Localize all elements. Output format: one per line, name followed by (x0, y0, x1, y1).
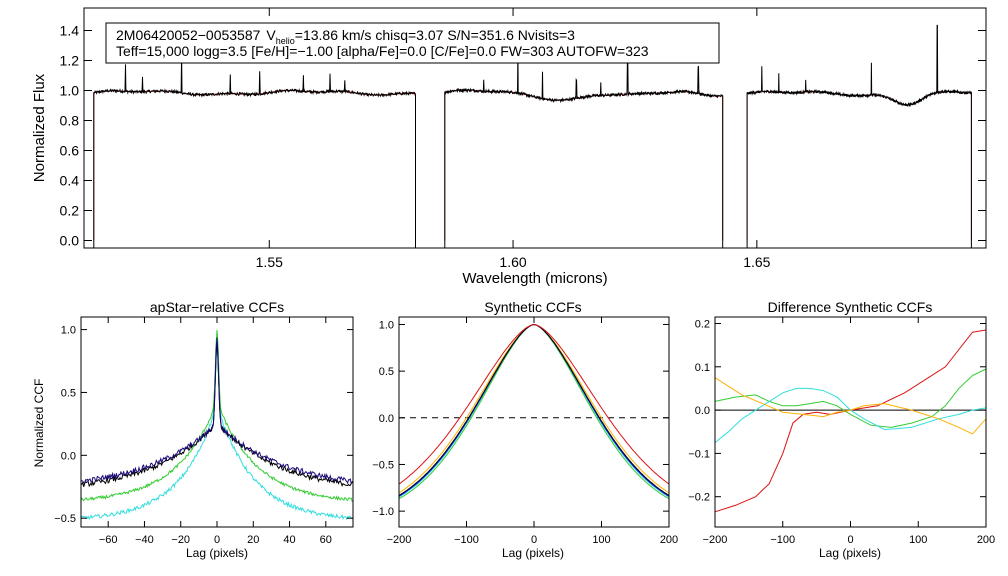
spectrum-ytick-label: 1.2 (60, 53, 80, 69)
spectrum-ytick-label: 0.0 (60, 233, 80, 249)
diff-ccf-xtick-label: 100 (909, 534, 927, 546)
spectrum-panel: 1.55 1.60 1.65 0.0 0.2 0.4 0.6 0.8 1.0 1.2 1.4 Wav… (31, 7, 987, 287)
observed-spectrum-chip-1 (93, 53, 416, 248)
diff-ccf-xtick-label: 200 (977, 534, 995, 546)
spectrum-frame (83, 7, 987, 249)
synth-ccf-frame (398, 316, 670, 528)
observed-spectrum-chip-3 (746, 24, 972, 248)
synth-ccf-ytick-label: 1.0 (379, 319, 394, 331)
aps-ccf-xtick-label: 40 (283, 534, 295, 546)
synth-ccf-green (398, 323, 670, 500)
synth-ccf-title: Synthetic CCFs (484, 299, 581, 315)
synth-ccf-ticks: −200 −100 0 100 200 −1.0 −0.5 0.0 0.5 1.0 (372, 317, 678, 546)
aps-ccf-ytick-label: −0.5 (54, 513, 76, 525)
diff-ccf-title: Difference Synthetic CCFs (768, 299, 933, 315)
aps-ccf-title: apStar−relative CCFs (150, 299, 284, 315)
synth-ccf-xtick-label: −100 (454, 534, 479, 546)
diff-ccf-ytick-label: 0.1 (695, 362, 710, 374)
annotation-stats: =13.86 km/s chisq=3.07 S/N=351.6 Nvisits… (295, 27, 575, 43)
synth-ccf-xlabel: Lag (pixels) (502, 546, 564, 560)
diff-ccf-ytick-label: −0.1 (688, 448, 710, 460)
synth-ccf-cyan (398, 323, 670, 498)
synth-ccf-xtick-label: 100 (592, 534, 610, 546)
diff-ccf-red (714, 329, 987, 513)
vhelio-subscript: helio (276, 36, 295, 46)
diff-ccf-green (714, 368, 987, 428)
aps-ccf-ytick-label: 0.0 (61, 450, 76, 462)
aps-ccf-xtick-label: 60 (320, 534, 332, 546)
spectrum-ylabel: Normalized Flux (31, 73, 48, 182)
annotation-line-1: 2M06420052−0053587 Vhelio=13.86 km/s chis… (116, 27, 575, 46)
diff-ccf-xtick-label: −100 (770, 534, 795, 546)
aps-ccf-ticks: −60 −40 −20 0 20 40 60 −0.5 0.0 0.5 1.0 (54, 317, 353, 546)
model-spectrum-chip-2 (444, 89, 724, 241)
diff-ccf-panel: Difference Synthetic CCFs −200 −100 0 100 20… (688, 299, 995, 560)
synth-ccf-xtick-label: −200 (387, 534, 412, 546)
star-id: 2M06420052−0053587 (116, 27, 261, 43)
synth-ccf-ytick-label: 0.5 (379, 366, 394, 378)
diff-ccf-ytick-label: 0.0 (695, 405, 710, 417)
spectrum-xtick-label: 1.55 (256, 254, 283, 270)
spectrum-ytick-label: 0.6 (60, 143, 80, 159)
spectrum-ytick-label: 0.8 (60, 113, 80, 129)
synth-ccf-ytick-label: −0.5 (372, 459, 394, 471)
aps-ccf-visit-3 (80, 341, 354, 488)
aps-ccf-xtick-label: −60 (99, 534, 118, 546)
synth-ccf-blue (398, 323, 670, 497)
diff-ccf-ytick-label: 0.2 (695, 318, 710, 330)
diff-ccf-cyan (714, 387, 987, 443)
model-spectrum-chip-3 (746, 91, 972, 241)
diff-ccf-xlabel: Lag (pixels) (819, 546, 881, 560)
spectrum-ytick-label: 0.2 (60, 203, 80, 219)
aps-ccf-visit-4 (80, 337, 354, 485)
synth-ccf-panel: Synthetic CCFs −200 −100 0 100 200 −1.0 −0.5 0.… (372, 299, 678, 560)
diff-ccf-data (714, 329, 987, 513)
diff-ccf-ytick-label: −0.2 (688, 492, 710, 504)
diff-ccf-xtick-label: 0 (847, 534, 853, 546)
diff-ccf-xtick-label: −200 (703, 534, 728, 546)
spectrum-xtick-label: 1.65 (743, 254, 770, 270)
aps-ccf-xtick-label: −40 (135, 534, 154, 546)
aps-ccf-visit-1 (80, 347, 354, 521)
aps-ccf-visit-2 (80, 329, 354, 502)
annotation-box (105, 22, 720, 64)
spectrum-xlabel: Wavelength (microns) (462, 270, 607, 287)
synth-ccf-ytick-label: −1.0 (372, 506, 394, 518)
annotation-line-2: Teff=15,000 logg=3.5 [Fe/H]=−1.00 [alpha… (116, 43, 649, 59)
aps-ccf-xtick-label: 20 (247, 534, 259, 546)
synth-ccf-red (398, 323, 670, 485)
model-spectrum-chip-1 (93, 90, 416, 241)
spectrum-xtick-label: 1.60 (499, 254, 526, 270)
aps-ccf-ytick-label: 1.0 (61, 325, 76, 337)
diff-ccf-orange (714, 377, 987, 435)
aps-ccf-ylabel: Normalized CCF (32, 379, 46, 468)
aps-ccf-xtick-label: −20 (171, 534, 190, 546)
spectrum-ytick-label: 1.0 (60, 83, 80, 99)
synth-ccf-xtick-label: 200 (660, 534, 678, 546)
synth-ccf-data (398, 323, 670, 500)
synth-ccf-ytick-label: 0.0 (379, 413, 394, 425)
synth-ccf-orange (398, 323, 670, 494)
observed-spectrum-chip-2 (444, 46, 724, 248)
diff-ccf-ticks: −200 −100 0 100 200 −0.2 −0.1 0.0 0.1 0.2 (688, 317, 995, 546)
spectrum-ticks: 1.55 1.60 1.65 0.0 0.2 0.4 0.6 0.8 1.0 1.2 1.4 (60, 8, 986, 270)
aps-ccf-ytick-label: 0.5 (61, 387, 76, 399)
aps-ccf-panel: apStar−relative CCFs −60 −40 −20 0 20 40 60 −0.… (32, 299, 354, 560)
vhelio-symbol: V (266, 27, 276, 43)
spectrum-ytick-label: 1.4 (60, 23, 80, 39)
synth-ccf-xtick-label: 0 (531, 534, 537, 546)
aps-ccf-xtick-label: 0 (214, 534, 220, 546)
synth-ccf-black (398, 323, 670, 496)
spectrum-data (93, 24, 972, 248)
aps-ccf-data (80, 329, 354, 521)
spectrum-ytick-label: 0.4 (60, 173, 80, 189)
aps-ccf-xlabel: Lag (pixels) (186, 546, 248, 560)
